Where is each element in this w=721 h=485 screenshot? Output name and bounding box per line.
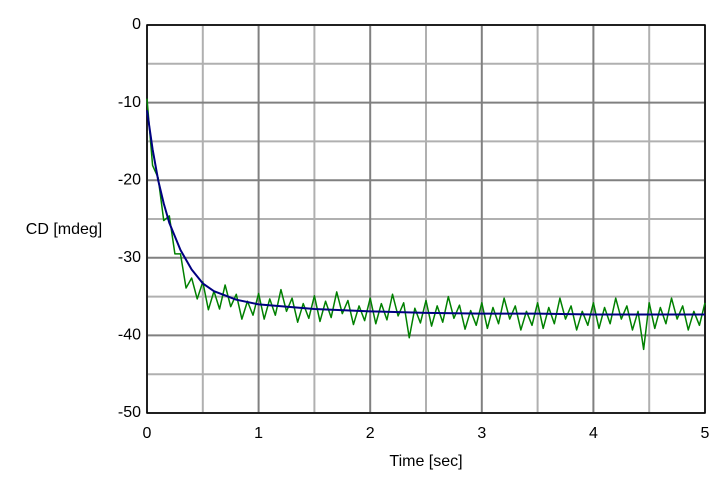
y-tick-label: -20 xyxy=(118,171,141,188)
plot-border xyxy=(146,24,706,414)
y-tick-label: 0 xyxy=(132,16,141,33)
y-axis-label: CD [mdeg] xyxy=(26,221,102,238)
x-tick-label: 4 xyxy=(589,425,598,442)
x-tick-label: 5 xyxy=(701,425,710,442)
y-tick-label: -30 xyxy=(118,249,141,266)
x-axis-label: Time [sec] xyxy=(389,453,462,470)
x-tick-label: 2 xyxy=(366,425,375,442)
x-tick-label: 0 xyxy=(143,425,152,442)
y-tick-label: -40 xyxy=(118,327,141,344)
y-tick-label: -50 xyxy=(118,404,141,421)
y-tick-label: -10 xyxy=(118,94,141,111)
x-tick-label: 1 xyxy=(254,425,263,442)
data-line xyxy=(146,110,705,316)
x-tick-label: 3 xyxy=(477,425,486,442)
